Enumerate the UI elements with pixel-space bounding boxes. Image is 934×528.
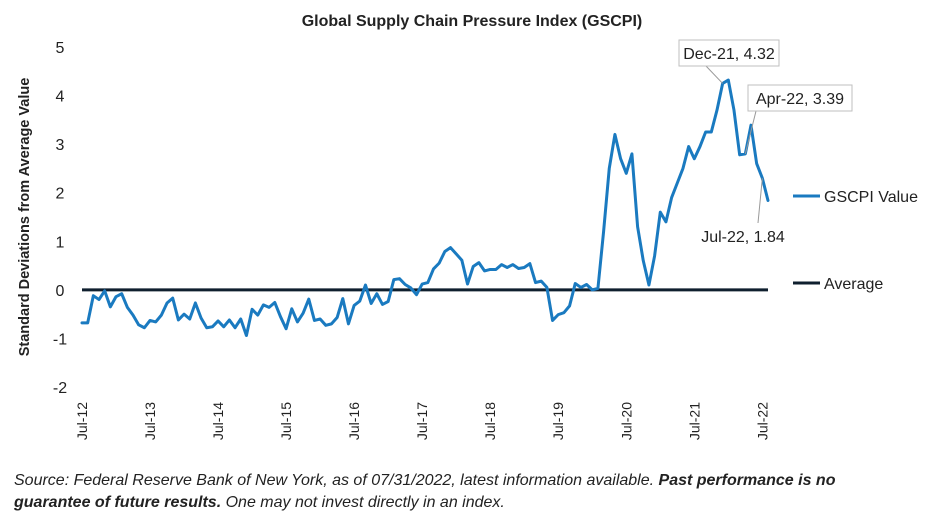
gscpi-chart: Global Supply Chain Pressure Index (GSCP… [17, 13, 918, 440]
annotation-label: Jul-22, 1.84 [701, 229, 785, 246]
y-tick-label: 4 [56, 89, 65, 106]
x-tick-label: Jul-21 [686, 402, 702, 440]
y-tick-label: -1 [53, 331, 67, 348]
x-tick-label: Jul-13 [142, 402, 158, 440]
y-tick-label: 0 [56, 283, 65, 300]
y-ticks: 5 4 3 2 1 0 -1 -2 [53, 40, 67, 397]
series-layer [80, 78, 770, 338]
legend-label: Average [824, 276, 883, 293]
x-tick-label: Jul-19 [550, 402, 566, 440]
annotation-box [694, 223, 792, 249]
x-tick-label: Jul-12 [74, 402, 90, 440]
x-tick-label: Jul-17 [414, 402, 430, 440]
annotation-box [747, 84, 853, 112]
y-axis-label: Standard Deviations from Average Value [17, 78, 33, 357]
y-tick-label: 1 [56, 234, 65, 251]
source-disclaimer: Past performance is no guarantee of futu… [14, 472, 836, 511]
legend-label: GSCPI Value [824, 189, 918, 206]
source-note: Source: Federal Reserve Bank of New York… [14, 470, 914, 514]
annotation-box [678, 39, 780, 67]
chart-title: Global Supply Chain Pressure Index (GSCP… [302, 13, 643, 30]
x-tick-label: Jul-18 [482, 402, 498, 440]
y-tick-label: 2 [56, 186, 65, 203]
x-ticks: Jul-12 Jul-13 Jul-14 Jul-15 Jul-16 Jul-17 Jul-… [74, 402, 770, 440]
y-tick-label: 5 [56, 40, 65, 57]
y-tick-label: -2 [53, 380, 67, 397]
annotation-layer: Dec-21, 4.32 Apr-22, 3.39 Jul-22, 1.84 [678, 39, 853, 249]
x-tick-label: Jul-15 [278, 402, 294, 440]
x-tick-label: Jul-14 [210, 402, 226, 440]
annotation-label: Apr-22, 3.39 [756, 91, 844, 108]
annotation-leader [705, 65, 724, 84]
annotation-label: Dec-21, 4.32 [683, 46, 775, 63]
y-tick-label: 3 [56, 137, 65, 154]
source-text: Source: Federal Reserve Bank of New York… [14, 472, 659, 489]
x-tick-label: Jul-16 [346, 402, 362, 440]
annotation-leader [757, 178, 763, 224]
gscpi-series-line [80, 78, 770, 338]
source-tail: One may not invest directly in an index. [221, 494, 505, 511]
legend: GSCPI Value Average [793, 189, 918, 293]
x-tick-label: Jul-22 [754, 402, 770, 440]
x-tick-label: Jul-20 [618, 402, 634, 440]
annotation-leader [744, 110, 757, 154]
